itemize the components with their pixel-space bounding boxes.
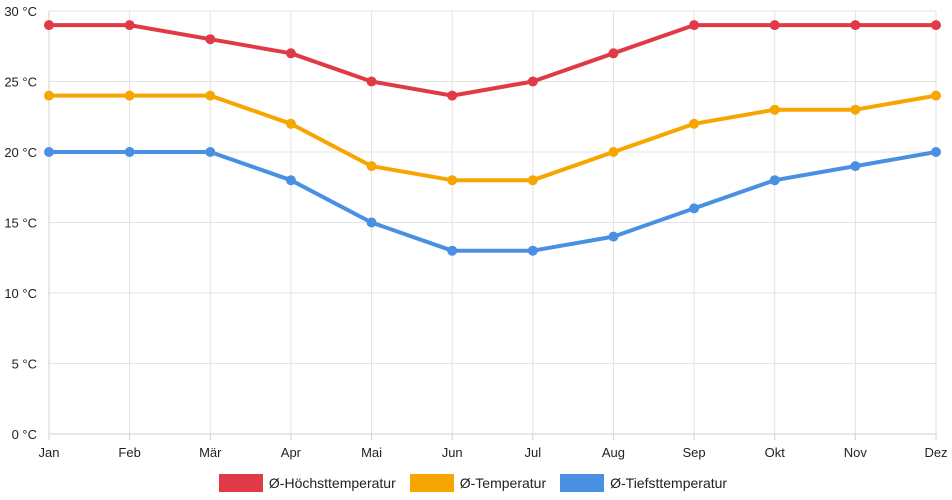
y-tick-label: 15 °C <box>4 216 37 231</box>
data-point <box>44 20 54 31</box>
data-point <box>285 48 296 59</box>
x-tick-label: Mär <box>199 445 222 460</box>
legend-swatch-avg <box>409 474 454 492</box>
data-point <box>366 161 377 172</box>
x-tick-label: Aug <box>602 445 625 460</box>
series-line-2 <box>47 150 938 253</box>
data-point <box>850 104 861 115</box>
x-tick-label: Dez <box>924 445 947 460</box>
data-point <box>366 217 377 228</box>
legend-swatch-max <box>218 474 263 492</box>
data-point <box>769 20 780 31</box>
y-tick-label: 10 °C <box>4 286 37 301</box>
data-point <box>447 90 458 101</box>
data-point <box>931 20 941 31</box>
data-point <box>931 90 941 101</box>
data-point <box>527 175 538 186</box>
data-point <box>44 147 54 157</box>
data-point <box>447 245 458 256</box>
data-point <box>447 175 458 186</box>
y-tick-label: 20 °C <box>4 145 37 160</box>
legend-item-max[interactable]: Ø-Höchsttemperatur <box>218 474 396 492</box>
legend-label-max: Ø-Höchsttemperatur <box>268 475 396 491</box>
x-tick-label: Jan <box>39 445 60 460</box>
chart-legend: Ø-Höchsttemperatur Ø-Temperatur Ø-Tiefst… <box>0 471 952 495</box>
temperature-line-chart: 0 °C 5 °C 10 °C 15 °C 20 °C 25 °C 30 °C Jan Feb M… <box>4 4 947 460</box>
data-point <box>608 147 619 157</box>
x-tick-label: Jun <box>442 445 463 460</box>
data-point <box>44 90 54 101</box>
data-point <box>850 20 861 31</box>
legend-label-avg: Ø-Temperatur <box>459 475 547 491</box>
data-point <box>608 48 619 59</box>
x-tick-label: Nov <box>844 445 868 460</box>
data-point <box>527 245 538 256</box>
data-point <box>608 231 619 242</box>
data-point <box>285 175 296 186</box>
y-tick-label: 25 °C <box>4 75 37 90</box>
legend-swatch-min <box>560 474 605 492</box>
x-tick-label: Sep <box>683 445 706 460</box>
data-point <box>850 161 861 172</box>
data-point <box>205 147 216 157</box>
data-point <box>205 90 216 101</box>
data-point <box>124 147 135 157</box>
data-point <box>124 20 135 31</box>
y-tick-label: 5 °C <box>12 357 37 372</box>
data-point <box>689 203 700 214</box>
y-tick-label: 0 °C <box>12 427 37 442</box>
data-point <box>931 147 941 157</box>
y-tick-label: 30 °C <box>4 4 37 19</box>
legend-label-min: Ø-Tiefsttemperatur <box>610 475 728 491</box>
data-point <box>689 20 700 31</box>
data-point <box>769 104 780 115</box>
data-point <box>527 76 538 87</box>
data-point <box>205 34 216 45</box>
legend-item-min[interactable]: Ø-Tiefsttemperatur <box>560 474 727 492</box>
series-line-0 <box>47 23 938 98</box>
series-line-1 <box>47 93 938 183</box>
legend-item-avg[interactable]: Ø-Temperatur <box>409 474 547 492</box>
data-point <box>366 76 377 87</box>
x-tick-label: Okt <box>765 445 786 460</box>
data-point <box>769 175 780 186</box>
data-point <box>124 90 135 101</box>
data-point <box>689 118 700 129</box>
x-tick-label: Apr <box>281 445 302 460</box>
x-tick-label: Feb <box>118 445 140 460</box>
x-tick-label: Jul <box>525 445 542 460</box>
x-tick-label: Mai <box>361 445 382 460</box>
data-point <box>285 118 296 129</box>
